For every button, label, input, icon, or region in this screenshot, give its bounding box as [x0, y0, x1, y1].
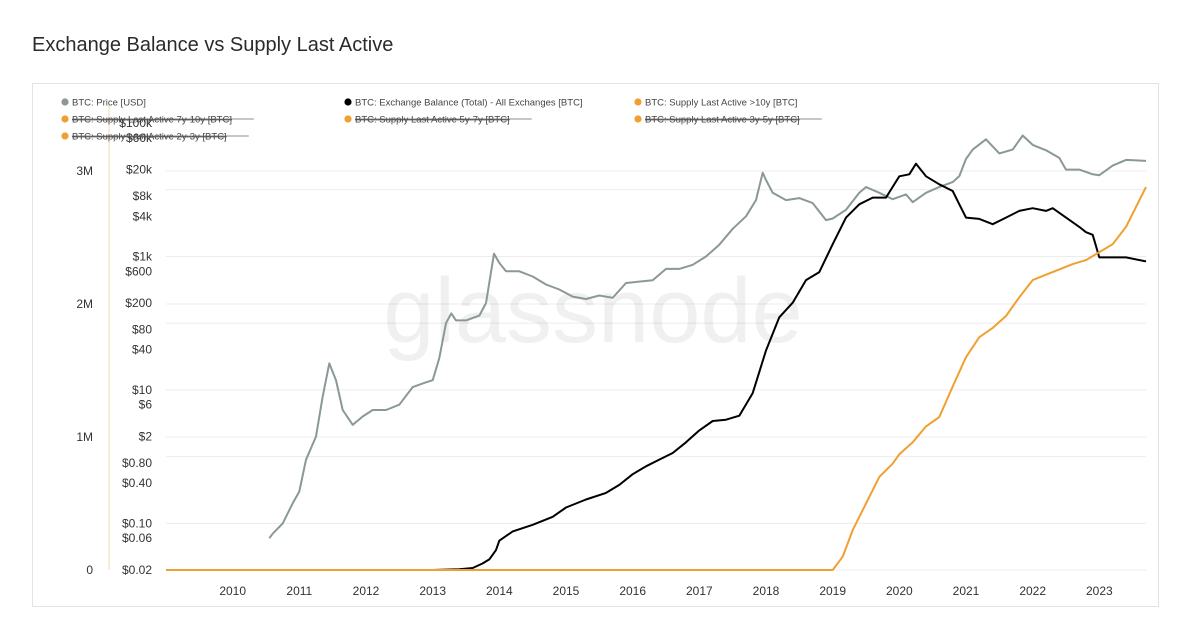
x-axis-tick-label: 2021: [953, 584, 980, 598]
legend-marker: [634, 98, 642, 106]
price-axis-tick-label: $0.02: [122, 563, 152, 577]
price-axis-tick-label: $2: [139, 430, 153, 444]
legend-marker: [61, 98, 69, 106]
x-axis-tick-label: 2010: [219, 584, 246, 598]
x-axis-tick-label: 2023: [1086, 584, 1113, 598]
left-axis-tick-label: 3M: [76, 164, 93, 178]
exchange-balance-series-line: [166, 162, 1147, 571]
x-axis-tick-label: 2013: [419, 584, 446, 598]
price-axis-tick-label: $100k: [119, 116, 153, 130]
price-axis-tick-label: $4k: [133, 209, 153, 223]
price-axis-tick-label: $20k: [126, 163, 153, 177]
axes-layer: 0 1M 2M 3M $100k$60k $20k $8k $4k $1k$600 $200 $80…: [76, 104, 1113, 598]
x-axis-tick-label: 2018: [753, 584, 780, 598]
legend: BTC: Price [USD] BTC: Exchange Balance (T…: [61, 98, 822, 143]
x-axis-tick-label: 2015: [553, 584, 580, 598]
x-axis-tick-label: 2022: [1019, 584, 1046, 598]
chart-panel: glassnode 0 1M 2M 3M $100k $60k $20k $8k $4k $1k $…: [32, 83, 1159, 607]
legend-label: BTC: Supply Last Active 7y-10y [BTC]: [72, 115, 232, 126]
price-axis-tick-label: $60k: [126, 131, 153, 145]
supply-10y-series-line: [166, 186, 1147, 571]
left-axis-tick-label: 1M: [76, 430, 93, 444]
price-axis-tick-label: $0.06: [122, 531, 152, 545]
page-title: Exchange Balance vs Supply Last Active: [32, 34, 394, 56]
legend-marker: [344, 115, 352, 123]
price-axis-tick-label: $8k: [133, 189, 153, 203]
legend-label: BTC: Supply Last Active >10y [BTC]: [645, 98, 797, 109]
series-layer: [166, 134, 1147, 571]
grid-layer: [166, 170, 1146, 571]
legend-label: BTC: Exchange Balance (Total) - All Exch…: [355, 98, 583, 109]
legend-marker: [344, 98, 352, 106]
watermark: glassnode: [383, 260, 802, 362]
price-axis-tick-label: $80: [132, 323, 152, 337]
price-axis-tick-label: $1k: [133, 249, 153, 263]
x-axis-tick-label: 2011: [286, 584, 312, 598]
price-axis-tick-label: $0.80: [122, 456, 152, 470]
price-axis-tick-label: $0.40: [122, 476, 152, 490]
price-axis-tick-label: $10: [132, 383, 152, 397]
legend-label: BTC: Supply Last Active 2y-3y [BTC]: [72, 132, 227, 143]
price-axis-tick-label: $0.10: [122, 516, 152, 530]
left-axis-tick-label: 0: [86, 563, 93, 577]
legend-label: BTC: Supply Last Active 5y-7y [BTC]: [355, 115, 510, 126]
x-axis-tick-label: 2017: [686, 584, 713, 598]
legend-marker: [634, 115, 642, 123]
x-axis-tick-label: 2014: [486, 584, 513, 598]
x-axis-tick-label: 2020: [886, 584, 913, 598]
price-axis-tick-label: $600: [125, 264, 152, 278]
price-axis-tick-label: $200: [125, 296, 152, 310]
legend-label: BTC: Supply Last Active 3y-5y [BTC]: [645, 115, 800, 126]
legend-marker: [61, 132, 69, 140]
x-axis-tick-label: 2019: [819, 584, 846, 598]
chart-svg: glassnode 01M2M3M$100k$60k$20k$8k$4k$1k$…: [61, 98, 1147, 598]
price-axis-tick-label: $40: [132, 343, 152, 357]
legend-marker: [61, 115, 69, 123]
x-axis-tick-label: 2016: [619, 584, 646, 598]
left-axis-tick-label: 2M: [76, 297, 93, 311]
price-axis-tick-label: $6: [139, 398, 153, 412]
price-series-line: [268, 134, 1147, 539]
x-axis-tick-label: 2012: [353, 584, 380, 598]
legend-label: BTC: Price [USD]: [72, 98, 146, 109]
